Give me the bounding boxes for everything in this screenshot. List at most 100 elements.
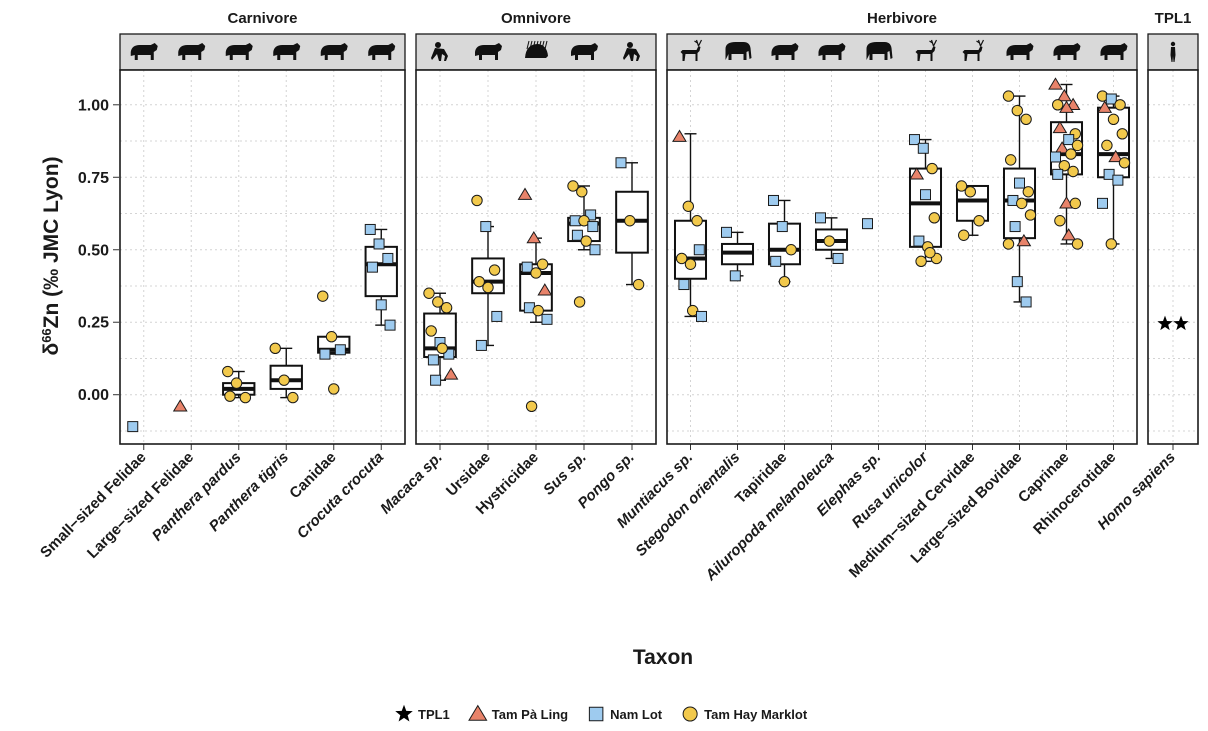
- data-point: [815, 212, 826, 224]
- panel-title: Omnivore: [501, 10, 571, 27]
- data-point: [172, 399, 188, 412]
- data-point: [973, 215, 985, 227]
- legend-item-tam-hay-marklot: Tam Hay Marklot: [682, 706, 808, 722]
- data-point: [913, 235, 925, 247]
- data-point: [1116, 128, 1129, 140]
- taxon-group: [1048, 77, 1084, 250]
- data-point: [926, 162, 938, 175]
- data-point: [328, 383, 340, 395]
- data-point: [488, 264, 501, 276]
- data-point: [585, 209, 597, 221]
- data-point: [1052, 120, 1068, 134]
- data-point: [222, 365, 234, 378]
- data-point: [696, 310, 707, 322]
- legend-item-tam-p-ling: Tam Pà Ling: [468, 704, 568, 722]
- data-point: [436, 342, 448, 355]
- data-point: [1061, 228, 1077, 241]
- data-point: [615, 157, 627, 169]
- taxon-group: [814, 212, 849, 264]
- data-point: [823, 235, 835, 247]
- data-point: [1011, 104, 1023, 117]
- data-point: [427, 354, 439, 366]
- data-point: [1020, 113, 1032, 125]
- dog-silhouette-icon: [320, 43, 348, 60]
- panel-border: [666, 69, 1138, 445]
- data-point: [955, 180, 968, 192]
- macaque-silhouette-icon: [431, 42, 448, 61]
- data-point: [1054, 141, 1070, 154]
- x-tick-label: Macaca sp.: [377, 449, 446, 518]
- data-point: [1097, 100, 1113, 113]
- data-point: [672, 129, 687, 142]
- porcupine-silhouette-icon: [525, 40, 548, 58]
- data-point: [319, 348, 331, 360]
- taxon-group: [172, 399, 188, 412]
- data-point: [269, 342, 281, 355]
- y-tick-label-one: 1.00: [78, 97, 109, 114]
- data-point: [693, 244, 705, 256]
- taxon-group: [615, 157, 649, 291]
- panda-silhouette-icon: [818, 43, 846, 60]
- taxon-group: [1157, 315, 1189, 331]
- data-point: [678, 279, 690, 291]
- data-point: [1107, 113, 1120, 125]
- data-point: [1067, 165, 1079, 178]
- data-point: [1071, 139, 1084, 152]
- data-point: [532, 304, 544, 317]
- data-point: [425, 325, 437, 337]
- data-point: [964, 186, 976, 198]
- data-point: [491, 310, 503, 322]
- data-point: [682, 200, 694, 212]
- data-point: [1024, 209, 1037, 221]
- data-point: [1005, 154, 1017, 166]
- data-point: [1101, 139, 1113, 152]
- data-point: [1052, 168, 1064, 180]
- hyena-silhouette-icon: [368, 43, 396, 60]
- y-axis-title-delta: δ: [40, 343, 63, 356]
- x-axis-title: Taxon: [633, 646, 693, 669]
- panel-border: [1147, 69, 1199, 445]
- data-point: [920, 189, 931, 201]
- small-felid-silhouette-icon: [130, 43, 158, 60]
- taxon-group: [672, 129, 708, 322]
- data-point: [530, 267, 542, 279]
- data-point: [325, 331, 338, 343]
- muntjac-silhouette-icon: [680, 39, 703, 61]
- data-point: [521, 261, 533, 273]
- large-felid-silhouette-icon: [178, 43, 206, 60]
- taxon-group: [955, 180, 990, 241]
- data-point: [687, 304, 699, 317]
- data-point: [525, 400, 538, 413]
- elephant-silhouette-icon: [866, 42, 893, 60]
- data-point: [1058, 159, 1071, 172]
- taxon-group: [127, 421, 139, 433]
- data-point: [1065, 148, 1077, 160]
- data-point: [676, 252, 688, 265]
- data-point: [1112, 174, 1124, 186]
- data-point: [1016, 197, 1028, 210]
- caprine-silhouette-icon: [1053, 43, 1081, 60]
- data-point: [482, 281, 494, 294]
- panel-border: [415, 69, 657, 445]
- taxon-group: [1002, 90, 1037, 308]
- legend-label: Tam Pà Ling: [492, 707, 568, 722]
- orangutan-silhouette-icon: [623, 42, 640, 61]
- taxon-group: [767, 194, 802, 288]
- data-point: [239, 391, 252, 404]
- data-point: [958, 229, 970, 241]
- box-iqr: [908, 167, 943, 248]
- legend-key-circle: [682, 706, 698, 722]
- taxon-group: [269, 342, 303, 404]
- data-point: [580, 235, 592, 247]
- bovid-silhouette-icon: [1006, 43, 1034, 60]
- leopard-silhouette-icon: [225, 43, 253, 60]
- data-point: [364, 223, 376, 235]
- data-point: [770, 255, 782, 267]
- data-point: [526, 230, 542, 244]
- data-point: [471, 194, 483, 207]
- data-point: [729, 270, 741, 282]
- data-point: [517, 187, 533, 200]
